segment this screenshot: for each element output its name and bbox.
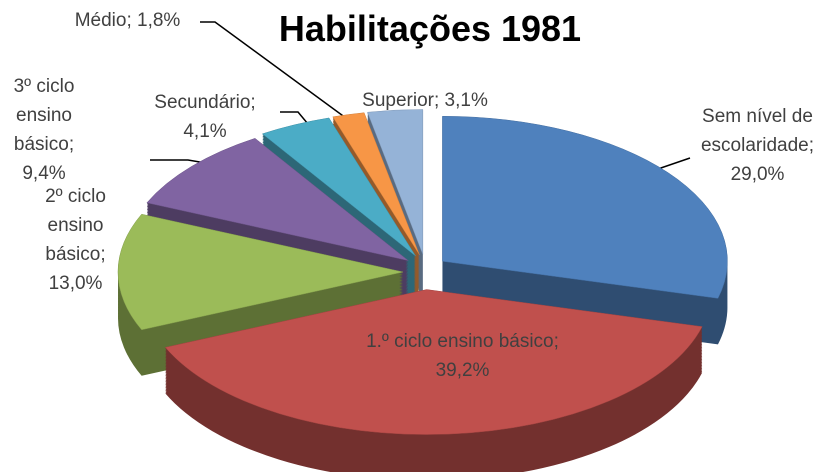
category-name: 3º ciclo ensino básico [13,76,75,155]
value-label: 29,0% [730,164,785,185]
data-label: 2º ciclo ensino básico; 13,0% [28,182,123,298]
label-separator: ; [808,135,815,156]
value-label: 9,4% [22,163,66,184]
value-label: 4,1% [183,121,227,142]
value-label: 39,2% [435,360,490,381]
category-name: 1.º ciclo ensino básico [366,331,554,352]
slice [442,116,728,299]
value-label: 3,1% [444,90,488,111]
data-label: 1.º ciclo ensino básico; 39,2% [365,327,560,385]
label-separator: ; [68,134,75,155]
category-name: Secundário [154,92,251,113]
data-label: Médio; 1,8% [40,6,215,35]
data-label: 3º ciclo ensino básico; 9,4% [0,72,88,188]
data-label: Secundário; 4,1% [135,88,275,146]
slice [164,289,703,435]
chart-title: Habilitações 1981 [278,8,582,49]
label-separator: ; [100,244,106,265]
label-separator: ; [553,331,559,352]
leader-line [200,21,366,133]
value-label: 13,0% [48,273,103,294]
data-label: Superior; 3,1% [335,86,515,115]
category-name: Superior [362,90,434,111]
label-separator: ; [126,10,137,31]
value-label: 1,8% [137,10,181,31]
label-separator: ; [250,92,256,113]
slice [332,112,420,256]
category-name: Sem nível de escolaridade [700,106,813,156]
slice [261,117,416,257]
slice [367,109,424,255]
label-separator: ; [433,90,445,111]
slice [146,138,409,261]
data-label: Sem nível de escolaridade; 29,0% [680,102,834,189]
category-name: 2º ciclo ensino básico [45,186,106,265]
category-name: Médio [74,10,127,31]
slice [117,213,404,331]
